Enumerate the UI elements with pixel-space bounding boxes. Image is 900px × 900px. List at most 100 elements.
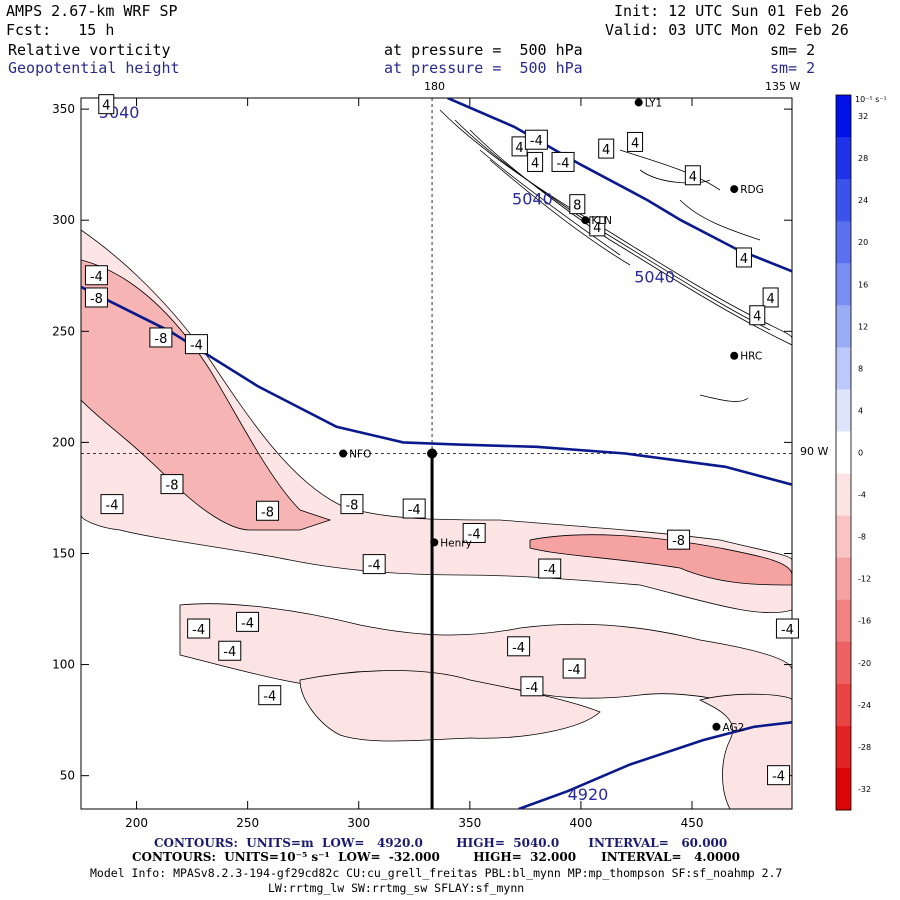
- x-tick-label: 200: [125, 816, 148, 830]
- vorticity-label-box: [507, 636, 531, 657]
- vorticity-region-minus8-core: [81, 259, 332, 531]
- height-contour-info: CONTOURS: UNITS=m LOW= 4920.0 HIGH= 5040…: [154, 836, 728, 850]
- y-tick-label: 150: [52, 546, 75, 560]
- colorbar-swatch: [836, 347, 851, 390]
- x-tick-label: 450: [681, 816, 704, 830]
- station-label: AG2: [722, 722, 744, 734]
- vorticity-label: -4: [402, 498, 426, 519]
- height-contour-line: [518, 721, 792, 809]
- cross-section-marker: [427, 448, 438, 459]
- station-dot: [430, 538, 439, 547]
- vorticity-label-box: [160, 474, 184, 495]
- vorticity-label-text: 4: [593, 221, 601, 236]
- vorticity-label: -4: [362, 554, 386, 575]
- vorticity-label-text: 4: [602, 143, 610, 158]
- vorticity-positive-lines: [439, 109, 792, 402]
- vorticity-label: -8: [84, 287, 108, 308]
- vorticity-label-text: -8: [90, 292, 103, 307]
- model-title: AMPS 2.67-km WRF SP: [6, 2, 178, 20]
- vorticity-label-box: [362, 554, 386, 575]
- vorticity-label: -8: [667, 529, 691, 550]
- station-dot: [339, 449, 348, 458]
- vorticity-label: 4: [684, 165, 701, 186]
- vorticity-label-text: -4: [223, 645, 236, 660]
- station-dot: [712, 722, 721, 731]
- station-label: Henry: [440, 537, 472, 549]
- vorticity-label: -4: [462, 522, 486, 543]
- vorticity-label-box: [667, 529, 691, 550]
- vorticity-label: -4: [218, 640, 242, 661]
- vorticity-label: 4: [511, 136, 528, 157]
- vorticity-label: 8: [569, 194, 586, 215]
- colorbar-swatch: [836, 599, 851, 643]
- vorticity-label: 4: [598, 138, 615, 159]
- vorticity-label-text: -4: [557, 156, 570, 171]
- colorbar-swatch: [836, 179, 851, 222]
- colorbar-tick-label: 16: [858, 280, 868, 289]
- colorbar-frame: [835, 94, 852, 811]
- vorticity-label-text: -8: [672, 534, 685, 549]
- colorbar-swatch: [836, 725, 851, 769]
- vorticity-label: -4: [507, 636, 531, 657]
- vorticity-label-box: [589, 216, 606, 237]
- vorticity-label-box: [402, 498, 426, 519]
- model-info-physics: LW:rrtmg_lw SW:rrtmg_sw SFLAY:sf_mynn: [268, 881, 525, 895]
- colorbar-tick-label: -20: [858, 659, 871, 668]
- vorticity-label-box: [735, 247, 752, 268]
- vorticity-label-box: [762, 287, 779, 308]
- colorbar-tick-label: -32: [858, 785, 871, 794]
- field2-smoothing: sm= 2: [770, 59, 816, 77]
- vorticity-label-text: 4: [740, 252, 748, 267]
- vorticity-label: -4: [562, 658, 586, 679]
- vorticity-label-box: [149, 327, 173, 348]
- vorticity-shading: [81, 229, 792, 809]
- colorbar-swatch: [836, 767, 851, 811]
- colorbar-swatch: [836, 137, 851, 180]
- colorbar-swatch: [836, 389, 851, 432]
- vorticity-label: 4: [749, 305, 766, 326]
- vorticity-label: -4: [84, 265, 108, 286]
- colorbar-swatch: [836, 263, 851, 306]
- colorbar-tick-label: -28: [858, 743, 871, 752]
- height-contour-line: [81, 285, 792, 486]
- vorticity-label-text: -8: [154, 332, 167, 347]
- vorticity-label: 4: [527, 151, 544, 172]
- colorbar-tick-label: 4: [858, 406, 863, 415]
- height-contour-label: 5040: [512, 190, 553, 209]
- vorticity-label-text: -4: [468, 527, 481, 542]
- vorticity-label-text: 4: [515, 141, 523, 156]
- vorticity-label-box: [551, 151, 575, 172]
- contour-labels: -4 -8 -8 -4 -8 -4 -8 -8 -4 -4 -4 -8 -4 -4 -4 -4 -4 -4 -4 -4…: [84, 94, 799, 786]
- vorticity-label: 4: [762, 287, 779, 308]
- vorticity-label: -8: [256, 500, 280, 521]
- vorticity-label-text: -8: [261, 505, 274, 520]
- vorticity-label: -4: [775, 618, 799, 639]
- vorticity-label-box: [258, 685, 282, 706]
- vorticity-label-text: 4: [102, 99, 110, 114]
- vorticity-label-box: [187, 618, 211, 639]
- colorbar-tick-label: 0: [858, 449, 863, 458]
- colorbar-swatch: [836, 221, 851, 264]
- vorticity-label: -8: [340, 494, 364, 515]
- field1-name: Relative vorticity: [8, 41, 171, 59]
- vorticity-label-box: [524, 129, 548, 150]
- y-tick-label: 200: [52, 435, 75, 449]
- vorticity-label: -8: [160, 474, 184, 495]
- colorbar-swatch: [836, 305, 851, 348]
- vorticity-label-box: [256, 500, 280, 521]
- vorticity-label-text: -4: [192, 623, 205, 638]
- vorticity-label: 4: [98, 94, 115, 115]
- init-time: Init: 12 UTC Sun 01 Feb 26: [614, 2, 849, 20]
- field1-smoothing: sm= 2: [770, 41, 816, 59]
- vorticity-label-text: -4: [568, 663, 581, 678]
- vorticity-label-box: [218, 640, 242, 661]
- vorticity-label-text: -8: [166, 479, 179, 494]
- vorticity-label-text: 4: [531, 156, 539, 171]
- vorticity-label: 4: [735, 247, 752, 268]
- vorticity-label-box: [100, 494, 124, 515]
- vorticity-label-text: -4: [781, 623, 794, 638]
- station-label: NFO: [349, 449, 371, 461]
- y-tick-label: 50: [60, 769, 75, 783]
- vorticity-label-box: [84, 265, 108, 286]
- vorticity-label-text: -4: [90, 270, 103, 285]
